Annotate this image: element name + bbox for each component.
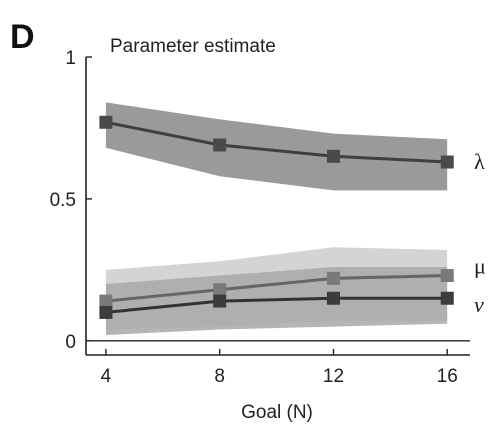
data-point bbox=[99, 305, 113, 319]
x-tick-label: 8 bbox=[214, 366, 225, 387]
chart-title: Parameter estimate bbox=[110, 36, 276, 57]
data-point bbox=[440, 155, 454, 169]
y-tick-label: 1 bbox=[65, 48, 76, 69]
data-point bbox=[99, 115, 113, 129]
x-axis-label: Goal (N) bbox=[241, 402, 313, 423]
data-point bbox=[213, 283, 227, 297]
series-label: μ bbox=[474, 254, 486, 279]
series-line-1 bbox=[105, 120, 448, 164]
confidence-band-1 bbox=[105, 102, 448, 191]
y-tick-label: 0.5 bbox=[50, 190, 76, 211]
confidence-bands bbox=[105, 102, 448, 336]
x-tick-label: 12 bbox=[323, 366, 344, 387]
data-point bbox=[440, 291, 454, 305]
panel-label: D bbox=[10, 18, 35, 56]
data-point bbox=[440, 269, 454, 283]
data-point bbox=[326, 149, 340, 163]
series-lines bbox=[99, 115, 454, 319]
axes: 0 0.5 1 4 8 12 16 bbox=[50, 48, 470, 387]
series-label: λ bbox=[474, 149, 485, 174]
x-tick-label: 16 bbox=[437, 366, 458, 387]
y-tick-label: 0 bbox=[65, 332, 76, 353]
data-point bbox=[326, 271, 340, 285]
data-point bbox=[326, 291, 340, 305]
series-label: v bbox=[474, 292, 484, 317]
series-line-2 bbox=[105, 274, 448, 303]
x-tick-label: 4 bbox=[101, 366, 112, 387]
series-line-3 bbox=[105, 296, 448, 314]
series-labels: λ μv bbox=[474, 149, 486, 317]
data-point bbox=[99, 294, 113, 308]
data-point bbox=[213, 138, 227, 152]
data-point bbox=[213, 294, 227, 308]
